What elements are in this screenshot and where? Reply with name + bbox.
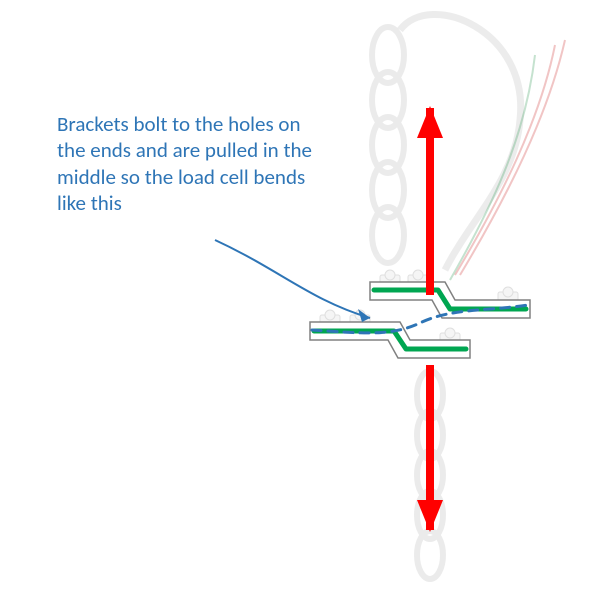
pointer-arrow bbox=[0, 0, 609, 600]
diagram-stage: Brackets bolt to the holes on the ends a… bbox=[0, 0, 609, 600]
annotation-text: Brackets bolt to the holes on the ends a… bbox=[57, 111, 327, 216]
